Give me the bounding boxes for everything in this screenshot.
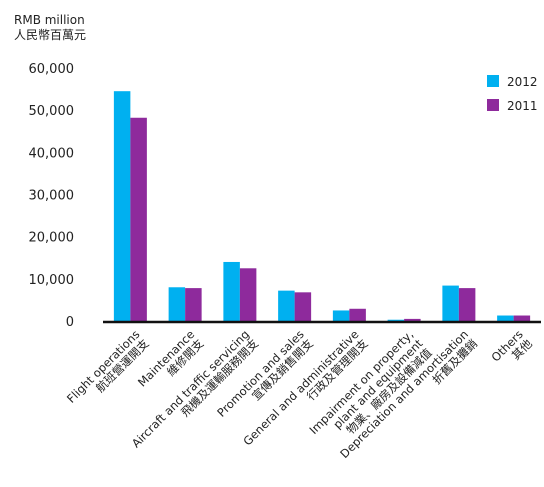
legend-label-2012: 2012: [507, 75, 538, 89]
bar-2012-5: [387, 319, 405, 321]
category-label: Others其他: [489, 327, 536, 374]
bar-2011-2: [239, 268, 257, 321]
unit-label-zh: 人民幣百萬元: [14, 28, 87, 42]
bar-2012-4: [332, 310, 350, 321]
bar-2012-1: [168, 287, 186, 321]
legend-label-2011: 2011: [507, 99, 538, 113]
bar-2011-5: [404, 318, 421, 321]
bar-2012-6: [442, 285, 459, 321]
bar-2011-3: [294, 292, 312, 321]
bar-2012-0: [113, 91, 131, 321]
y-tick-label: 60,000: [29, 62, 75, 77]
y-tick-label: 40,000: [29, 146, 75, 161]
unit-label-en: RMB million: [14, 13, 85, 27]
y-tick-label: 30,000: [29, 189, 75, 204]
y-tick-label: 0: [66, 315, 74, 330]
category-label: Flight operations航班營運開支: [64, 327, 152, 415]
bar-2011-4: [349, 308, 366, 321]
bar-2011-6: [458, 288, 476, 321]
y-tick-label: 10,000: [29, 273, 75, 288]
y-tick-label: 20,000: [29, 231, 75, 246]
bar-2011-1: [185, 288, 202, 321]
legend-swatch-2012: [487, 75, 499, 87]
bar-2011-7: [513, 315, 531, 321]
bar-2011-0: [130, 117, 147, 321]
bar-2012-2: [223, 261, 240, 321]
bar-2012-3: [278, 290, 295, 321]
bar-2012-7: [497, 315, 514, 321]
legend-swatch-2011: [487, 99, 499, 111]
y-tick-label: 50,000: [29, 104, 75, 119]
